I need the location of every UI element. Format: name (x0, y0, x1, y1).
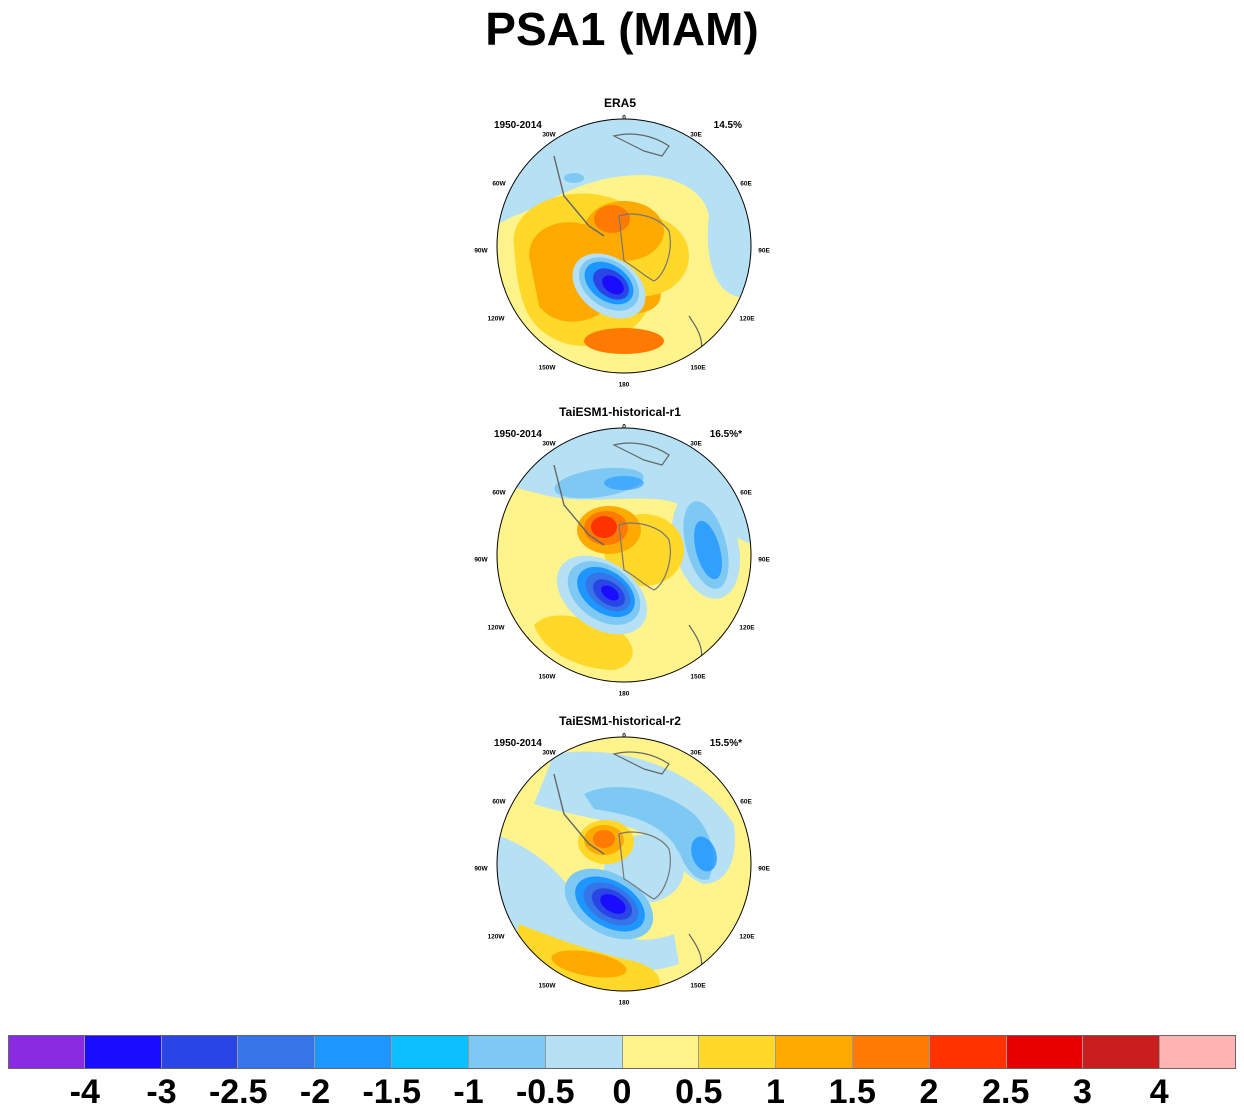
lon-label-60e: 60E (740, 489, 752, 497)
lon-label-30w: 30W (542, 131, 556, 139)
colorbar-swatch (8, 1035, 85, 1069)
lon-label-150e: 150E (690, 982, 706, 990)
lon-label-30w: 30W (542, 440, 556, 448)
lon-label-60e: 60E (740, 180, 752, 188)
colorbar-swatch (315, 1035, 393, 1069)
colorbar-swatch (1160, 1035, 1236, 1069)
lon-label-150w: 150W (538, 673, 556, 681)
lon-label-180: 180 (618, 690, 630, 698)
colorbar-tick-label: -2 (299, 1073, 331, 1111)
colorbar-swatch (392, 1035, 469, 1069)
lon-label-30e: 30E (690, 131, 702, 139)
colorbar-tick-label: -3 (146, 1073, 177, 1111)
lon-label-120w: 120W (487, 933, 505, 941)
lon-label-30e: 30E (690, 749, 702, 757)
colorbar-tick-label: 0.5 (675, 1073, 723, 1111)
polar-map (496, 736, 752, 992)
colorbar-tick-label: 3 (1073, 1073, 1092, 1111)
period-label: 1950-2014 (494, 120, 542, 131)
colorbar-tick-label: -1.5 (362, 1073, 422, 1111)
map-panel-r2: TaiESM1-historical-r2 1950-2014 15.5%* (470, 714, 770, 1014)
colorbar-tick-label: 1.5 (828, 1073, 876, 1111)
lon-label-180: 180 (618, 999, 630, 1007)
lon-label-90w: 90W (474, 247, 488, 255)
lon-label-120e: 120E (739, 624, 755, 632)
map-panel-r1: TaiESM1-historical-r1 1950-2014 16.5%* (470, 405, 770, 705)
colorbar-tick-label: 0 (612, 1073, 632, 1111)
lon-label-60w: 60W (492, 798, 506, 806)
colorbar-swatch (545, 1035, 623, 1069)
lon-label-150w: 150W (538, 982, 556, 990)
colorbar-tick-label: -4 (69, 1073, 100, 1111)
lon-label-90w: 90W (474, 556, 488, 564)
lon-label-150w: 150W (538, 364, 556, 372)
lon-label-90w: 90W (474, 865, 488, 873)
colorbar-tick-label: -0.5 (515, 1073, 575, 1111)
lon-label-0: 0 (622, 732, 626, 740)
lon-label-90e: 90E (758, 865, 770, 873)
colorbar-swatch (852, 1035, 930, 1069)
lon-label-150e: 150E (690, 364, 706, 372)
variance-label: 15.5%* (709, 738, 742, 749)
figure-title: PSA1 (MAM) (485, 3, 759, 55)
colorbar-swatch (1006, 1035, 1084, 1069)
period-label: 1950-2014 (494, 738, 542, 749)
colorbar-swatch (776, 1035, 853, 1069)
lon-label-120e: 120E (739, 315, 755, 323)
colorbar-swatch (1083, 1035, 1161, 1069)
lon-label-150e: 150E (690, 673, 706, 681)
variance-label: 16.5%* (709, 429, 742, 440)
colorbar-swatch (468, 1035, 546, 1069)
polar-map (496, 118, 752, 374)
colorbar-tick-label: -2.5 (208, 1073, 268, 1111)
lon-label-60e: 60E (740, 798, 752, 806)
lon-label-0: 0 (622, 114, 626, 122)
period-label: 1950-2014 (494, 429, 542, 440)
panel-title: TaiESM1-historical-r2 (559, 714, 681, 728)
colorbar (8, 1035, 1236, 1069)
colorbar-tick-label: 4 (1149, 1073, 1169, 1111)
colorbar-swatch (238, 1035, 316, 1069)
lon-label-30e: 30E (690, 440, 702, 448)
colorbar-tick-label: 2.5 (982, 1073, 1030, 1111)
colorbar-swatch (699, 1035, 777, 1069)
lon-label-60w: 60W (492, 489, 506, 497)
lon-label-30w: 30W (542, 749, 556, 757)
lon-label-90e: 90E (758, 556, 770, 564)
lon-label-120w: 120W (487, 624, 505, 632)
map-panel-era5: ERA5 1950-2014 14.5% 0 30E 60E (470, 96, 770, 396)
lon-label-120e: 120E (739, 933, 755, 941)
colorbar-tick-label: 2 (919, 1073, 939, 1111)
lon-label-120w: 120W (487, 315, 505, 323)
colorbar-swatch (622, 1035, 700, 1069)
colorbar-swatch (84, 1035, 162, 1069)
variance-label: 14.5% (713, 120, 742, 131)
colorbar-tick-label: 1 (766, 1073, 785, 1111)
colorbar-swatch (161, 1035, 239, 1069)
lon-label-60w: 60W (492, 180, 506, 188)
colorbar-swatch (929, 1035, 1007, 1069)
panel-title: ERA5 (603, 96, 636, 110)
panel-title: TaiESM1-historical-r1 (559, 405, 681, 419)
colorbar-labels: -4 -3 -2.5 -2 -1.5 -1 -0.5 0 0.5 1 1.5 2 2.5 3 4 (8, 1073, 1236, 1113)
lon-label-90e: 90E (758, 247, 770, 255)
polar-map (496, 427, 752, 683)
colorbar-tick-label: -1 (453, 1073, 484, 1111)
lon-label-0: 0 (622, 423, 626, 431)
lon-label-180: 180 (618, 381, 630, 389)
